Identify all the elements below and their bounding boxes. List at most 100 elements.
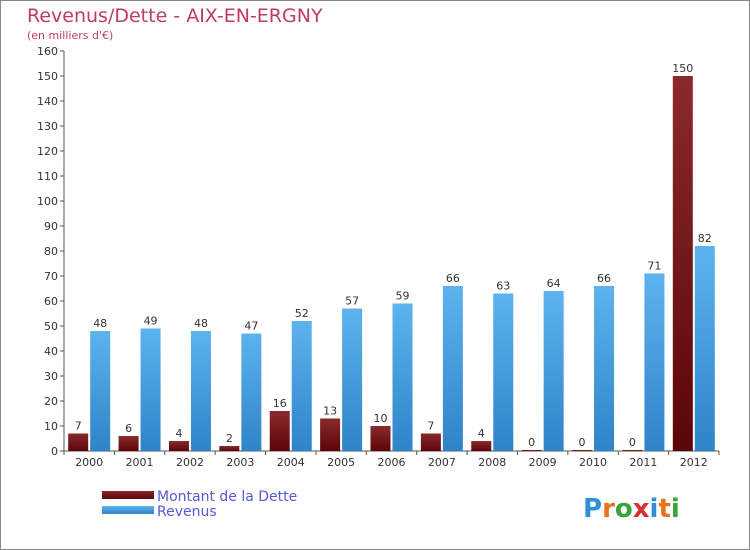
chart-subtitle: (en milliers d'€) [27,29,114,42]
debt-value-label: 0 [528,436,535,449]
y-tick-label: 100 [37,195,58,208]
debt-bar [219,446,240,451]
brand-letter: P [583,494,602,524]
debt-bar [572,450,593,451]
y-tick-label: 160 [37,45,58,58]
revenue-bar [493,293,514,451]
revenue-bar [694,246,715,451]
revenue-value-label: 59 [396,290,410,303]
debt-bar [672,76,693,451]
brand-logo: Proxiti [583,494,680,524]
debt-value-label: 16 [273,397,287,410]
x-tick-label: 2000 [75,456,103,469]
y-tick-label: 150 [37,70,58,83]
debt-value-label: 7 [75,420,82,433]
x-tick-label: 2009 [529,456,557,469]
x-tick-label: 2012 [680,456,708,469]
debt-value-label: 0 [579,436,586,449]
revenue-bar [241,333,262,451]
y-tick-label: 130 [37,120,58,133]
x-tick-label: 2005 [327,456,355,469]
chart-title: Revenus/Dette - AIX-EN-ERGNY [27,5,323,27]
revenue-value-label: 63 [496,280,510,293]
y-tick-label: 60 [44,295,58,308]
x-tick-label: 2007 [428,456,456,469]
debt-bar [118,436,139,451]
revenue-value-label: 48 [93,317,107,330]
brand-letter: x [633,494,650,524]
revenue-bar [291,321,312,451]
y-tick-label: 40 [44,345,58,358]
revenue-value-label: 71 [647,260,661,273]
y-tick-label: 0 [51,445,58,458]
debt-bar [471,441,492,451]
legend-swatch-revenue [102,506,154,514]
x-tick-label: 2004 [277,456,305,469]
axes: 0102030405060708090100110120130140150160… [37,45,720,469]
debt-bar [521,450,542,451]
y-tick-label: 70 [44,270,58,283]
brand-letter: o [615,494,633,524]
revenue-value-label: 57 [345,295,359,308]
y-tick-label: 10 [44,420,58,433]
revenue-bar [543,291,564,451]
y-tick-label: 20 [44,395,58,408]
debt-value-label: 6 [125,422,132,435]
bars: 7 48 6 49 4 48 2 47 16 52 13 57 10 59 7 66 4 63 0 64 0 66 0 71 1… [68,62,715,451]
y-tick-label: 50 [44,320,58,333]
y-tick-label: 120 [37,145,58,158]
x-tick-label: 2006 [378,456,406,469]
x-tick-label: 2003 [226,456,254,469]
revenue-value-label: 66 [446,272,460,285]
debt-bar [420,433,441,451]
y-tick-label: 110 [37,170,58,183]
x-tick-label: 2002 [176,456,204,469]
revenue-bar [190,331,211,451]
debt-bar [320,418,341,451]
debt-value-label: 4 [478,427,485,440]
y-tick-label: 90 [44,220,58,233]
brand-letter: i [650,494,659,524]
debt-value-label: 2 [226,432,233,445]
revenue-bar [342,308,363,451]
debt-bar [168,441,189,451]
brand-letter: i [671,494,680,524]
revenue-bar [90,331,111,451]
legend-label-debt: Montant de la Dette [157,489,297,505]
revenue-bar [140,328,161,451]
debt-bar [370,426,391,451]
y-tick-label: 80 [44,245,58,258]
brand-text: Proxiti [583,494,680,524]
y-tick-label: 30 [44,370,58,383]
legend-label-revenue: Revenus [157,504,217,520]
x-tick-label: 2011 [629,456,657,469]
brand-letter: t [658,494,670,524]
revenue-value-label: 47 [244,320,258,333]
debt-value-label: 7 [427,420,434,433]
debt-bar [68,433,89,451]
debt-value-label: 13 [323,405,337,418]
revenue-value-label: 82 [698,232,712,245]
debt-value-label: 0 [629,436,636,449]
revenue-bar [594,286,615,451]
x-tick-label: 2001 [126,456,154,469]
y-tick-label: 140 [37,95,58,108]
legend-swatch-debt [102,491,154,499]
debt-value-label: 150 [672,62,693,75]
revenue-value-label: 52 [295,307,309,320]
x-tick-label: 2008 [478,456,506,469]
revenue-value-label: 66 [597,272,611,285]
debt-value-label: 4 [175,427,182,440]
revenue-bar [644,273,665,451]
x-tick-label: 2010 [579,456,607,469]
debt-value-label: 10 [374,412,388,425]
revenue-value-label: 49 [144,315,158,328]
revenue-value-label: 64 [547,277,561,290]
debt-bar [622,450,643,451]
brand-letter: r [602,494,615,524]
revenue-bar [392,303,413,451]
debt-bar [269,411,290,451]
